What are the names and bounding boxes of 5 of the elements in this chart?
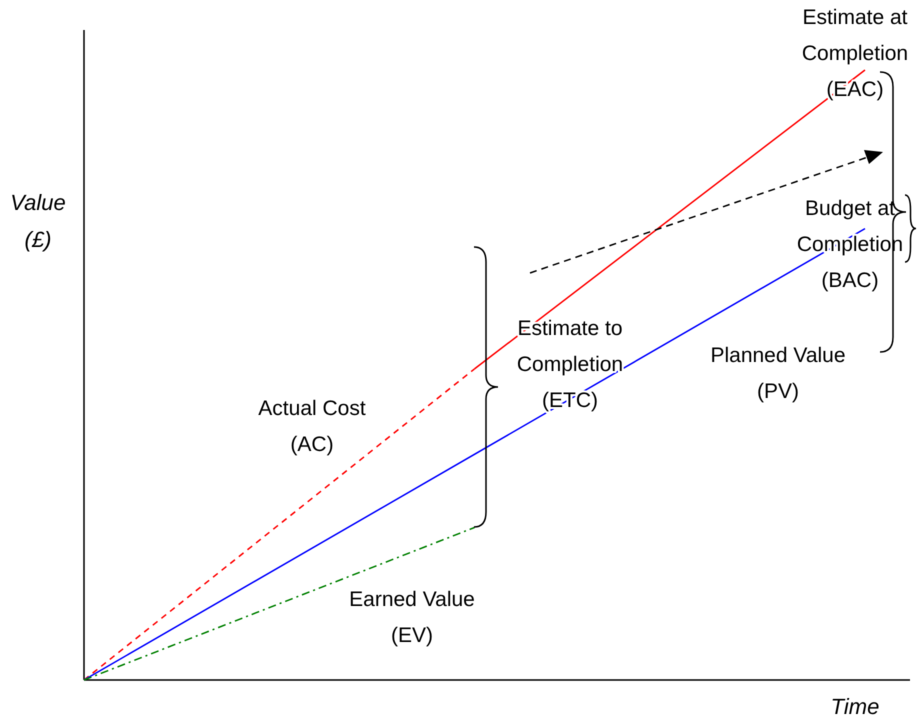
x-axis-title: Time [830, 694, 880, 719]
series-label: Actual Cost (AC) [258, 397, 366, 456]
y-axis-title: Value (£) [10, 190, 66, 252]
series-label: Planned Value (PV) [710, 344, 846, 403]
series-label: Earned Value (EV) [349, 588, 475, 647]
